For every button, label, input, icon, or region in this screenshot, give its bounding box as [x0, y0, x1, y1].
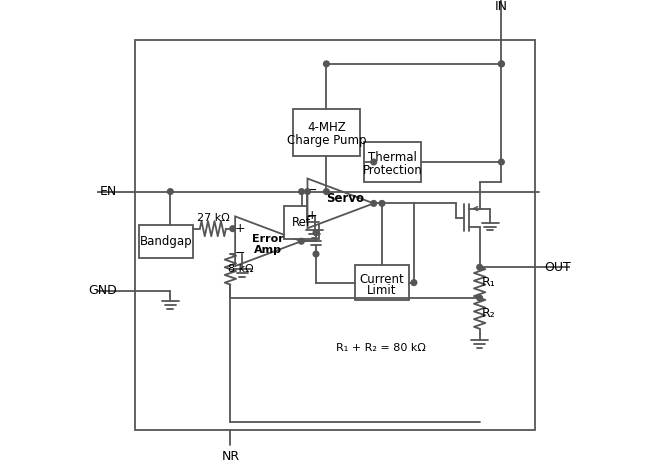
Text: Bandgap: Bandgap: [139, 235, 192, 248]
Circle shape: [379, 201, 385, 206]
Text: Amp: Amp: [254, 245, 282, 255]
Circle shape: [371, 201, 377, 206]
Circle shape: [498, 61, 504, 67]
Text: Ref: Ref: [292, 216, 311, 229]
Text: Error: Error: [252, 234, 284, 244]
Circle shape: [477, 264, 482, 270]
FancyBboxPatch shape: [139, 225, 193, 258]
Circle shape: [230, 226, 235, 231]
Text: −: −: [307, 184, 317, 197]
Text: +: +: [235, 222, 245, 235]
Text: Limit: Limit: [368, 284, 397, 297]
Text: EN: EN: [99, 185, 117, 198]
Text: Current: Current: [360, 272, 404, 286]
Text: Servo: Servo: [326, 192, 364, 205]
Circle shape: [477, 295, 482, 301]
Circle shape: [498, 61, 504, 67]
Text: −: −: [235, 247, 245, 260]
Circle shape: [323, 189, 329, 194]
Text: 8 kΩ: 8 kΩ: [228, 264, 253, 274]
Circle shape: [313, 230, 319, 236]
Text: R₂: R₂: [482, 307, 496, 320]
Circle shape: [411, 280, 417, 285]
Text: OUT: OUT: [544, 261, 571, 274]
Text: R₁: R₁: [482, 276, 496, 289]
Circle shape: [299, 238, 304, 244]
Polygon shape: [307, 179, 374, 228]
Text: IN: IN: [495, 0, 508, 13]
Text: +: +: [307, 210, 317, 222]
Text: Charge Pump: Charge Pump: [287, 134, 366, 148]
Text: Thermal: Thermal: [368, 151, 417, 165]
Circle shape: [371, 159, 377, 165]
FancyBboxPatch shape: [364, 142, 421, 182]
Circle shape: [305, 189, 310, 194]
FancyBboxPatch shape: [293, 109, 360, 156]
Circle shape: [323, 61, 329, 67]
Text: 4-MHZ: 4-MHZ: [307, 121, 346, 134]
FancyBboxPatch shape: [355, 265, 409, 300]
Text: Protection: Protection: [363, 164, 422, 176]
Circle shape: [498, 159, 504, 165]
Circle shape: [313, 251, 319, 257]
FancyBboxPatch shape: [284, 206, 319, 239]
Text: R₁ + R₂ = 80 kΩ: R₁ + R₂ = 80 kΩ: [336, 342, 426, 353]
Circle shape: [167, 189, 173, 194]
Polygon shape: [235, 217, 301, 266]
Text: 27 kΩ: 27 kΩ: [197, 213, 229, 223]
FancyBboxPatch shape: [135, 40, 534, 430]
Circle shape: [299, 189, 304, 194]
Text: NR: NR: [221, 450, 239, 463]
Text: GND: GND: [88, 284, 117, 298]
